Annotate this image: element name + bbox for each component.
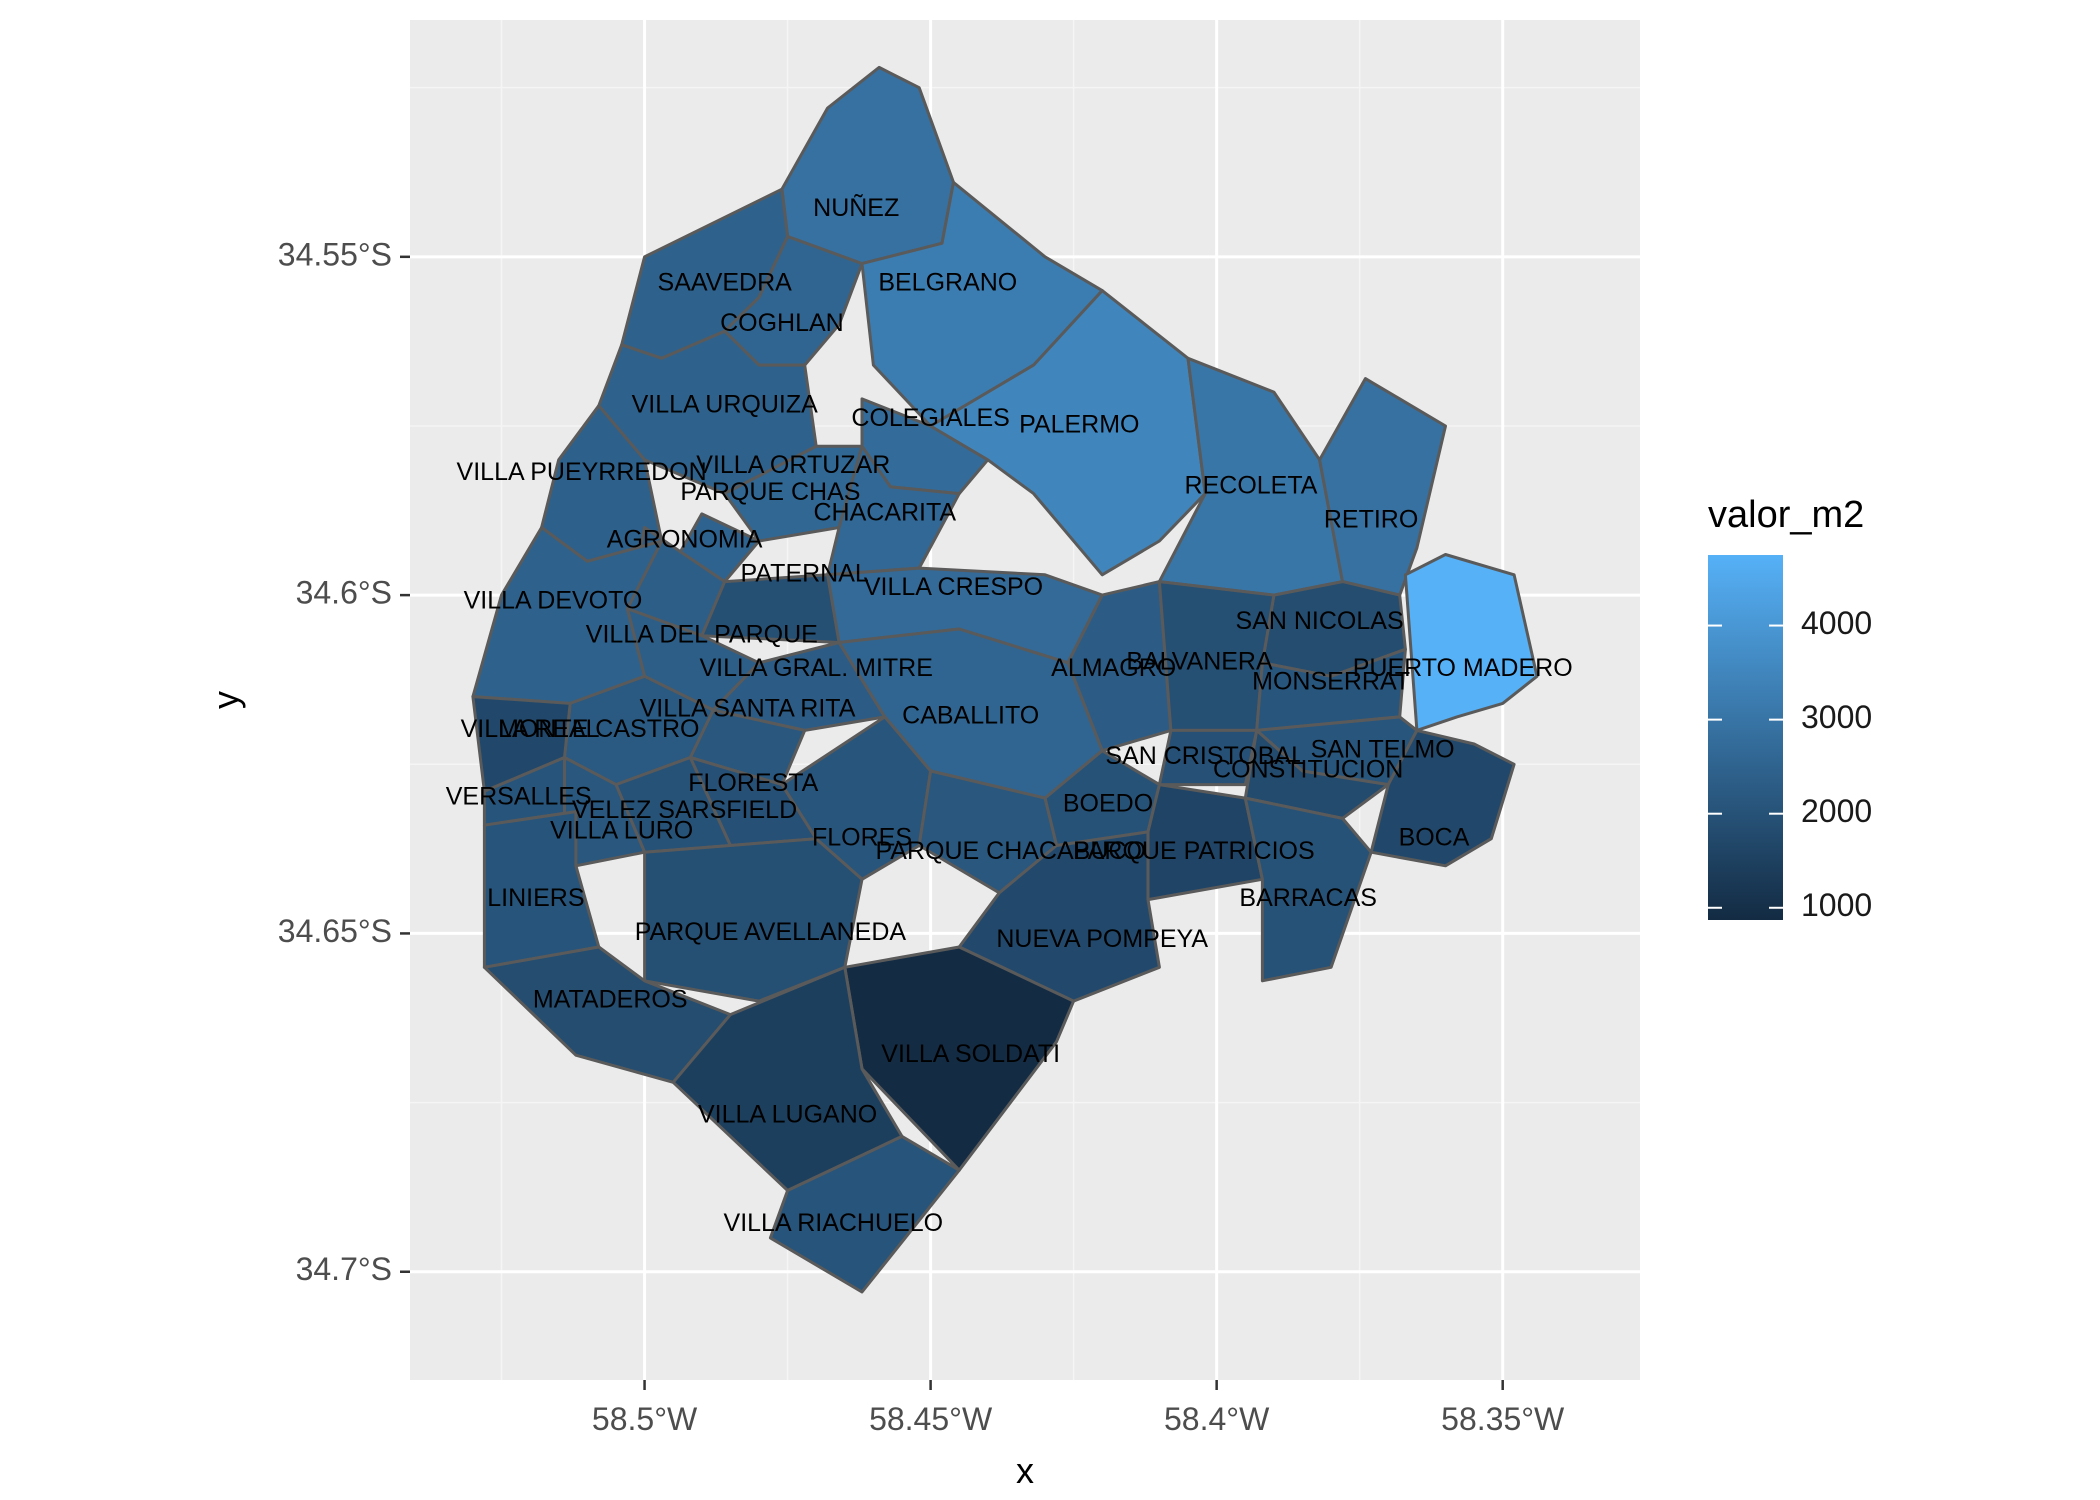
barrio-label: SAAVEDRA [658,269,793,297]
barrio-label: VILLA URQUIZA [632,390,818,418]
y-tick-label: 34.6°S [296,575,392,611]
barrio-label: VELEZ SARSFIELD [572,796,797,824]
barrio-label: PARQUE AVELLANEDA [635,918,907,946]
barrio-label: RETIRO [1324,505,1418,533]
barrio-label: VILLA LURO [550,817,693,845]
barrio-label: PUERTO MADERO [1353,654,1573,682]
barrio-parque-patricios [1146,783,1264,902]
y-axis-title: y [205,691,246,709]
barrio-label: NUEVA POMPEYA [996,925,1208,953]
barrio-label: PARQUE PATRICIOS [1073,837,1315,865]
barrio-label: PATERNAL [741,559,869,587]
barrio-label: CONSTITUCION [1213,756,1403,784]
y-axis: 34.55°S 34.6°S 34.65°S 34.7°S [278,236,410,1287]
barrio-label: NUÑEZ [813,193,899,222]
legend-ticks: 4000 3000 2000 1000 [1708,605,1872,923]
y-tick-label: 34.7°S [296,1251,392,1287]
barrio-constitucion [1243,728,1390,820]
barrio-label: MONSERRAT [1252,668,1410,696]
barrio-label: RECOLETA [1185,472,1318,500]
barrio-almagro [1066,580,1173,753]
x-tick-label: 58.4°W [1164,1401,1270,1437]
x-axis: 58.5°W 58.45°W 58.4°W 58.35°W [592,1380,1565,1437]
barrio-villa-riachuelo [768,1134,961,1294]
barrio-label: MONTE CASTRO [498,715,699,743]
barrio-label: BARRACAS [1239,884,1377,912]
barrio-polygons [471,65,1539,1294]
barrio-label: SAN TELMO [1311,735,1455,763]
y-tick-label: 34.55°S [278,236,392,272]
barrio-label: BELGRANO [878,269,1017,297]
barrio-barracas [1243,796,1373,983]
barrio-label: VILLA CRESPO [864,573,1043,601]
barrio-label: FLORESTA [688,769,818,797]
legend: valor_m2 4000 3000 2000 1000 [1708,494,1872,923]
barrio-label: SAN NICOLAS [1236,607,1404,635]
barrio-boca [1369,728,1516,868]
barrio-label: AGRONOMIA [607,526,763,554]
barrio-label: VERSALLES [446,783,592,811]
barrio-label: VILLA RIACHUELO [724,1209,944,1237]
barrio-label: PALERMO [1019,411,1139,439]
barrio-label: CABALLITO [902,702,1039,730]
legend-tick-label: 2000 [1801,793,1872,829]
barrio-label: VILLA SANTA RITA [640,695,856,723]
barrio-label: VILLA LUGANO [698,1101,877,1129]
barrio-label: PARQUE CHAS [680,478,860,506]
barrio-labels: NUÑEZ SAAVEDRA COGHLAN BELGRANO VILLA URQUIZ… [446,193,1573,1237]
barrio-label: VILLA ORTUZAR [696,451,890,479]
legend-tick-label: 1000 [1801,887,1872,923]
barrio-label: FLORES [812,823,912,851]
legend-color-bar [1708,555,1783,920]
barrio-label: COGHLAN [720,309,844,337]
barrio-label: VILLA DEVOTO [464,587,643,615]
barrio-label: CHACARITA [813,499,956,527]
barrio-puerto-madero [1403,553,1539,732]
legend-title: valor_m2 [1708,494,1864,536]
barrio-san-cristobal [1157,728,1259,787]
barrio-villa-gral-mitre [711,641,887,732]
barrio-label: VILLA DEL PARQUE [586,620,818,648]
x-tick-label: 58.35°W [1441,1401,1565,1437]
barrio-label: PARQUE CHACABUCO [875,837,1145,865]
barrio-label: VILLA SOLDATI [881,1040,1060,1068]
legend-tick-label: 4000 [1801,605,1872,641]
barrio-label: COLEGIALES [851,404,1009,432]
barrio-label: ALMAGRO [1051,654,1176,682]
x-tick-label: 58.5°W [592,1401,698,1437]
barrio-liniers [482,810,601,969]
barrio-villa-luro [563,756,647,868]
x-tick-label: 58.45°W [869,1401,993,1437]
barrio-palermo [929,289,1207,577]
barrio-label: BOEDO [1063,790,1153,818]
barrio-label: VILLA REAL [461,715,600,743]
y-tick-label: 34.65°S [278,913,392,949]
legend-tick-label: 3000 [1801,699,1872,735]
barrio-label: BOCA [1399,823,1470,851]
barrio-monserrat [1255,647,1407,732]
x-axis-title: x [1016,1450,1034,1491]
barrio-label: VILLA GRAL. MITRE [699,654,932,682]
barrio-label: LINIERS [487,884,584,912]
barrio-label: MATADEROS [533,986,688,1014]
barrio-label: VILLA PUEYRREDON [457,458,707,486]
barrio-label: BALVANERA [1126,647,1273,675]
barrio-label: SAN CRISTOBAL [1105,742,1305,770]
barrio-parque-avellaneda [643,837,864,1003]
